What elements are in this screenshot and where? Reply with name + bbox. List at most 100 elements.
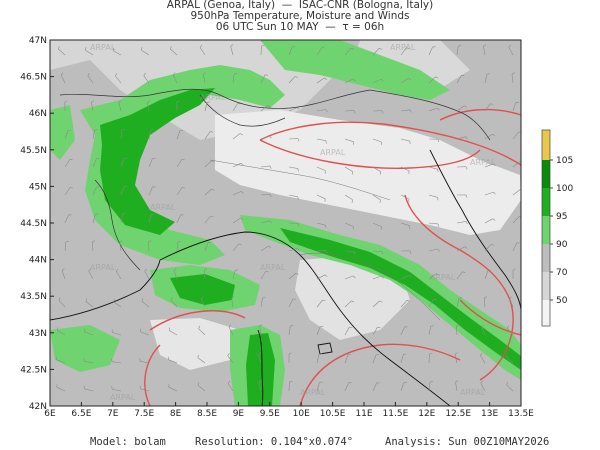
wind-barb-flag (353, 251, 356, 255)
wind-barb (84, 360, 94, 364)
wind-barb-flag (58, 297, 61, 301)
wind-barb-flag (227, 380, 231, 384)
wind-barb-flag (150, 129, 154, 131)
wind-barb-flag (297, 248, 300, 251)
wind-barb-flag (197, 354, 199, 358)
wind-barb (400, 138, 410, 142)
wind-barb-flag (119, 240, 123, 243)
wind-barb (512, 189, 521, 196)
wind-barb (480, 355, 486, 364)
watermarks: ARPAL ARPAL ARPAL ARPAL ARPAL ARPAL ARPA… (90, 43, 496, 402)
wind-barb-flag (297, 168, 299, 172)
wind-barb (400, 109, 410, 112)
footer-analysis: Analysis: Sun 00Z10MAY2026 (385, 436, 549, 448)
wind-barb-flag (512, 268, 516, 271)
wind-barb-flag (297, 107, 300, 110)
wind-barb (204, 188, 212, 196)
wind-barb (288, 194, 298, 198)
wind-barb-flag (177, 240, 181, 243)
wind-barb-flag (458, 45, 462, 47)
wind-barb-flag (455, 380, 459, 383)
wind-barb (260, 45, 262, 56)
wind-barb-flag (230, 44, 234, 47)
isotherm-line (459, 299, 521, 336)
wind-barb-flag (437, 248, 440, 252)
wind-barb-flag (113, 298, 115, 302)
wind-barb-flag (294, 76, 299, 78)
wind-barb (232, 103, 238, 112)
wind-barb (400, 354, 404, 364)
wind-barb (148, 241, 150, 252)
wind-barb-flag (258, 380, 262, 383)
wind-barb-flag (505, 354, 508, 358)
wind-barb (344, 300, 352, 308)
wind-barb (344, 275, 354, 280)
wind-barb-flag (239, 133, 243, 136)
wind-barb-flag (111, 386, 113, 390)
wind-barb-flag (518, 131, 521, 134)
wind-barb-flag (83, 358, 85, 362)
colorbar-segment (542, 188, 550, 216)
wind-barb (372, 327, 378, 336)
wind-barb-flag (408, 78, 412, 81)
wind-barb (316, 250, 327, 252)
wind-barb-flag (197, 382, 200, 386)
borders (59, 88, 491, 321)
wind-barb (172, 74, 178, 84)
wind-barb (227, 355, 234, 364)
wind-barb-flag (406, 300, 410, 302)
wind-barb (85, 49, 94, 56)
wind-barb (512, 216, 520, 224)
colorbar-label: 95 (556, 212, 567, 222)
wind-barb (204, 102, 208, 112)
wind-barb (372, 354, 377, 364)
wind-barb-flag (508, 44, 511, 48)
watermark-text: ARPAL (470, 158, 496, 167)
wind-barb (428, 326, 432, 336)
colorbar-label: 100 (556, 184, 573, 194)
wind-barb (428, 46, 433, 56)
wind-barb (344, 354, 349, 364)
wind-barb (512, 131, 519, 140)
wind-barb (316, 109, 326, 112)
wind-barb (506, 356, 514, 364)
map-title-line1: ARPAL (Genoa, Italy) — ISAC-CNR (Bologna… (166, 0, 434, 11)
wind-barb (484, 133, 493, 140)
wind-barb-flag (269, 194, 272, 198)
wind-barb (456, 75, 462, 84)
colorbar-segment (542, 160, 550, 188)
wind-barb-flag (87, 72, 90, 76)
wind-barb-flag (465, 194, 468, 198)
wind-barb (344, 166, 353, 172)
field-white-lower (150, 318, 240, 370)
wind-barb-flag (118, 100, 122, 103)
wind-barb (232, 162, 242, 168)
y-tick-label: 44.5N (20, 219, 47, 229)
isotherm-line (149, 310, 246, 331)
wind-barb-flag (483, 44, 487, 47)
wind-barb (400, 78, 409, 84)
corsica-outline (257, 329, 264, 406)
border-switzerland (199, 94, 286, 127)
wind-barb (456, 105, 465, 112)
wind-barb (454, 354, 458, 364)
wind-barb-flag (172, 72, 176, 76)
wind-barb (316, 382, 320, 392)
wind-barb-flag (506, 325, 509, 329)
wind-barb (428, 248, 438, 252)
wind-barb-flag (141, 47, 143, 51)
wind-barb (316, 274, 326, 280)
wind-barb (372, 138, 382, 143)
wind-barb (428, 166, 438, 170)
colorbar-label: 50 (556, 296, 568, 306)
wind-barb-flag (381, 251, 384, 255)
wind-barb (168, 386, 178, 392)
wind-barb (484, 163, 494, 168)
colorbar-label: 70 (556, 268, 568, 278)
wind-barb-flag (204, 268, 208, 271)
y-tick-label: 44N (29, 256, 47, 266)
wind-barb (288, 46, 293, 56)
wind-barb (92, 186, 97, 196)
wind-barb-flag (268, 245, 272, 248)
watermark-text: ARPAL (300, 388, 326, 397)
